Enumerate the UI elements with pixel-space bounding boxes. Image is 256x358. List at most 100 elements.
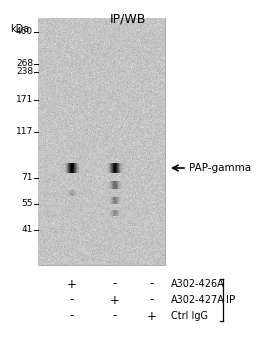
Bar bbox=[65, 163, 66, 173]
Bar bbox=[122, 197, 123, 203]
Bar bbox=[58, 163, 59, 173]
Bar bbox=[62, 163, 63, 173]
Bar bbox=[106, 181, 107, 189]
Bar bbox=[126, 181, 127, 189]
Bar bbox=[120, 163, 121, 173]
Bar bbox=[123, 210, 124, 216]
Bar bbox=[127, 163, 128, 173]
Text: -: - bbox=[113, 310, 117, 323]
Bar bbox=[109, 210, 110, 216]
Bar bbox=[114, 210, 115, 216]
Bar bbox=[117, 181, 118, 189]
Bar bbox=[79, 163, 80, 173]
Bar bbox=[68, 190, 69, 196]
Bar bbox=[61, 190, 62, 196]
Bar bbox=[102, 181, 103, 189]
Text: 55: 55 bbox=[22, 199, 33, 208]
Bar bbox=[65, 190, 66, 196]
Bar bbox=[71, 190, 72, 196]
Bar bbox=[111, 197, 112, 203]
Bar bbox=[82, 190, 83, 196]
Bar bbox=[80, 190, 81, 196]
Bar bbox=[112, 197, 113, 203]
Bar bbox=[103, 163, 104, 173]
Bar bbox=[113, 197, 114, 203]
Bar bbox=[61, 163, 62, 173]
Bar bbox=[111, 181, 112, 189]
Bar bbox=[116, 210, 117, 216]
Text: IP/WB: IP/WB bbox=[110, 12, 146, 25]
Text: +: + bbox=[67, 277, 77, 290]
Bar bbox=[64, 190, 65, 196]
Bar bbox=[104, 163, 105, 173]
Bar bbox=[109, 163, 110, 173]
Bar bbox=[125, 163, 126, 173]
Bar bbox=[122, 210, 123, 216]
Bar bbox=[108, 181, 109, 189]
Text: 268: 268 bbox=[16, 59, 33, 68]
Bar bbox=[112, 181, 113, 189]
Bar bbox=[103, 197, 104, 203]
Bar bbox=[72, 163, 73, 173]
Bar bbox=[72, 190, 73, 196]
Bar bbox=[123, 197, 124, 203]
Bar bbox=[85, 163, 86, 173]
Bar bbox=[121, 210, 122, 216]
Bar bbox=[106, 163, 107, 173]
Bar bbox=[121, 181, 122, 189]
Bar bbox=[67, 163, 68, 173]
Bar bbox=[67, 190, 68, 196]
Bar bbox=[63, 190, 64, 196]
Bar bbox=[101, 181, 102, 189]
Bar bbox=[116, 163, 117, 173]
Bar bbox=[57, 163, 58, 173]
Bar bbox=[119, 210, 120, 216]
Bar bbox=[79, 190, 80, 196]
Bar bbox=[111, 163, 112, 173]
Bar bbox=[116, 197, 117, 203]
Bar bbox=[100, 163, 101, 173]
Bar bbox=[77, 190, 78, 196]
Bar bbox=[123, 163, 124, 173]
Bar bbox=[119, 197, 120, 203]
Bar bbox=[78, 190, 79, 196]
Text: 238: 238 bbox=[16, 68, 33, 77]
Bar bbox=[128, 181, 129, 189]
Bar bbox=[81, 163, 82, 173]
Bar bbox=[104, 197, 105, 203]
Bar bbox=[113, 181, 114, 189]
Bar bbox=[73, 163, 74, 173]
Bar bbox=[64, 163, 65, 173]
Bar bbox=[122, 163, 123, 173]
Bar bbox=[104, 210, 105, 216]
Bar bbox=[115, 163, 116, 173]
Bar bbox=[124, 197, 125, 203]
Bar bbox=[110, 210, 111, 216]
Text: PAP-gamma: PAP-gamma bbox=[189, 163, 251, 173]
Text: -: - bbox=[70, 294, 74, 306]
Bar bbox=[110, 181, 111, 189]
Bar bbox=[120, 210, 121, 216]
Text: +: + bbox=[110, 294, 120, 306]
Text: A302-426A: A302-426A bbox=[171, 279, 225, 289]
Bar bbox=[109, 197, 110, 203]
Bar bbox=[126, 197, 127, 203]
Bar bbox=[108, 163, 109, 173]
Bar bbox=[114, 163, 115, 173]
Bar bbox=[114, 197, 115, 203]
Bar bbox=[123, 181, 124, 189]
Bar bbox=[75, 190, 76, 196]
Bar bbox=[126, 163, 127, 173]
Bar bbox=[120, 181, 121, 189]
Bar bbox=[68, 163, 69, 173]
Bar bbox=[124, 181, 125, 189]
Bar bbox=[109, 181, 110, 189]
Text: -: - bbox=[70, 310, 74, 323]
Bar bbox=[125, 197, 126, 203]
Bar bbox=[105, 163, 106, 173]
Bar bbox=[115, 210, 116, 216]
Bar bbox=[76, 190, 77, 196]
Bar bbox=[70, 163, 71, 173]
Bar bbox=[66, 163, 67, 173]
Bar bbox=[124, 163, 125, 173]
